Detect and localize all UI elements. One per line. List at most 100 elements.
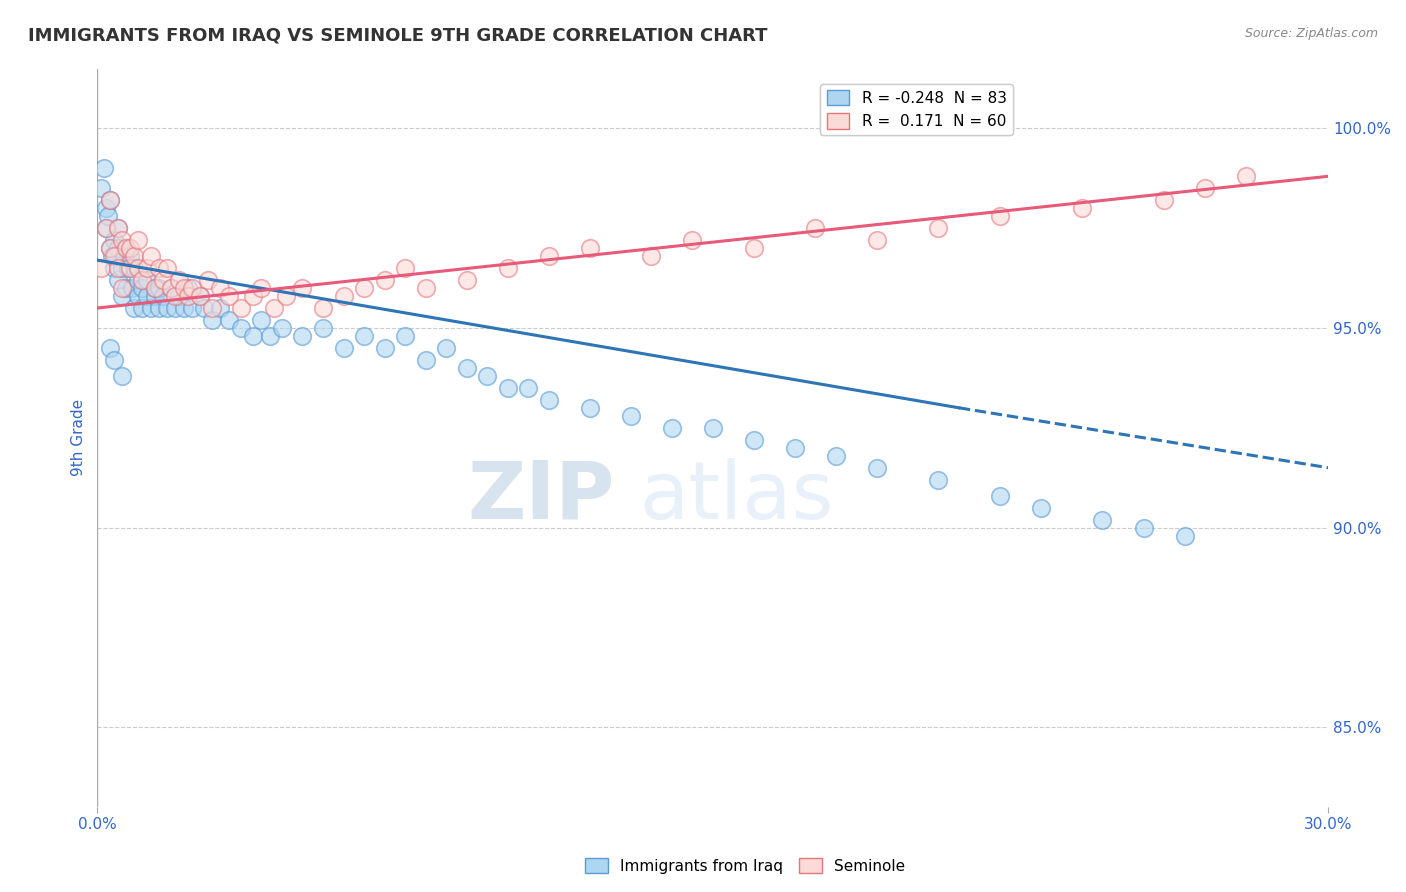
- Point: [103, 233, 125, 247]
- Point: [148, 261, 170, 276]
- Point: [131, 273, 153, 287]
- Point: [139, 301, 162, 315]
- Point: [139, 249, 162, 263]
- Point: [263, 301, 285, 315]
- Point: [107, 261, 129, 276]
- Point: [121, 281, 143, 295]
- Point: [115, 281, 138, 295]
- Point: [681, 233, 703, 247]
- Point: [373, 273, 395, 287]
- Point: [242, 329, 264, 343]
- Point: [111, 368, 134, 383]
- Point: [124, 261, 146, 276]
- Point: [111, 261, 134, 276]
- Point: [188, 289, 211, 303]
- Point: [702, 421, 724, 435]
- Point: [201, 301, 224, 315]
- Point: [229, 301, 252, 315]
- Point: [97, 209, 120, 223]
- Point: [156, 261, 179, 276]
- Point: [143, 289, 166, 303]
- Point: [180, 301, 202, 315]
- Point: [866, 233, 889, 247]
- Point: [103, 261, 125, 276]
- Point: [124, 301, 146, 315]
- Point: [804, 221, 827, 235]
- Point: [173, 301, 195, 315]
- Point: [640, 249, 662, 263]
- Point: [415, 281, 437, 295]
- Point: [1071, 201, 1094, 215]
- Point: [496, 381, 519, 395]
- Point: [988, 489, 1011, 503]
- Point: [188, 289, 211, 303]
- Point: [117, 261, 139, 276]
- Point: [115, 241, 138, 255]
- Point: [115, 241, 138, 255]
- Point: [250, 313, 273, 327]
- Point: [143, 281, 166, 295]
- Point: [104, 249, 127, 263]
- Point: [218, 289, 240, 303]
- Legend: Immigrants from Iraq, Seminole: Immigrants from Iraq, Seminole: [579, 852, 911, 880]
- Point: [131, 301, 153, 315]
- Point: [927, 221, 949, 235]
- Point: [98, 193, 121, 207]
- Point: [152, 289, 174, 303]
- Point: [312, 321, 335, 335]
- Point: [165, 289, 187, 303]
- Point: [312, 301, 335, 315]
- Point: [332, 289, 354, 303]
- Point: [111, 233, 134, 247]
- Point: [415, 352, 437, 367]
- Point: [197, 273, 219, 287]
- Point: [1029, 500, 1052, 515]
- Point: [120, 249, 142, 263]
- Point: [229, 321, 252, 335]
- Point: [537, 392, 560, 407]
- Point: [783, 441, 806, 455]
- Text: Source: ZipAtlas.com: Source: ZipAtlas.com: [1244, 27, 1378, 40]
- Point: [160, 281, 183, 295]
- Point: [152, 273, 174, 287]
- Point: [394, 261, 416, 276]
- Point: [1132, 520, 1154, 534]
- Point: [201, 313, 224, 327]
- Point: [100, 249, 122, 263]
- Point: [271, 321, 294, 335]
- Point: [112, 249, 135, 263]
- Point: [176, 289, 198, 303]
- Point: [1091, 512, 1114, 526]
- Point: [742, 433, 765, 447]
- Point: [661, 421, 683, 435]
- Point: [160, 281, 183, 295]
- Point: [107, 221, 129, 235]
- Point: [127, 273, 149, 287]
- Point: [98, 241, 121, 255]
- Point: [107, 221, 129, 235]
- Point: [176, 281, 198, 295]
- Point: [135, 261, 157, 276]
- Point: [1194, 181, 1216, 195]
- Point: [93, 161, 115, 176]
- Point: [456, 273, 478, 287]
- Point: [127, 289, 149, 303]
- Point: [103, 249, 125, 263]
- Point: [94, 201, 117, 215]
- Point: [373, 341, 395, 355]
- Point: [209, 301, 232, 315]
- Point: [103, 352, 125, 367]
- Point: [496, 261, 519, 276]
- Point: [218, 313, 240, 327]
- Point: [143, 281, 166, 295]
- Point: [988, 209, 1011, 223]
- Point: [127, 261, 149, 276]
- Point: [180, 281, 202, 295]
- Point: [927, 473, 949, 487]
- Point: [94, 221, 117, 235]
- Point: [193, 301, 215, 315]
- Point: [1153, 193, 1175, 207]
- Point: [353, 281, 375, 295]
- Point: [578, 241, 600, 255]
- Point: [517, 381, 540, 395]
